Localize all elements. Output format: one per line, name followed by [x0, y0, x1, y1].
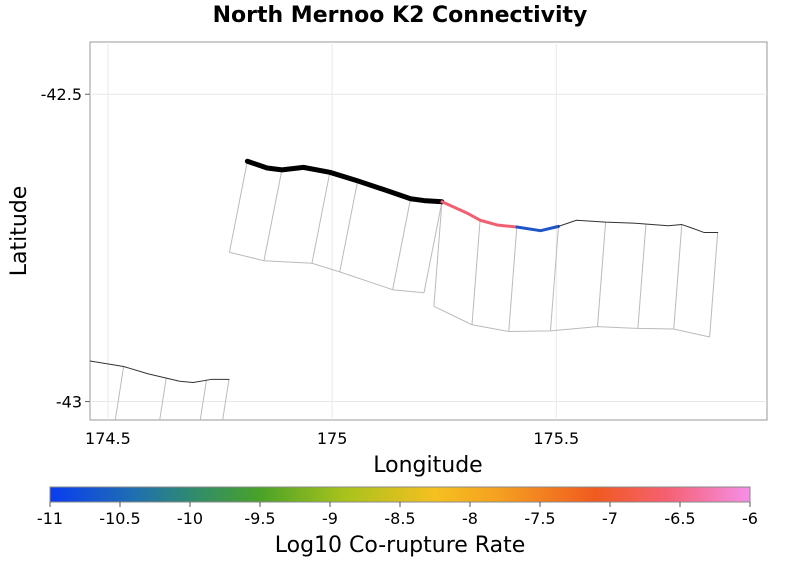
- cell-side-edge: [222, 379, 230, 420]
- fault-traces: [90, 158, 719, 384]
- colorbar-tick-label: -9: [322, 509, 338, 528]
- cell-side-edge: [709, 232, 719, 338]
- cell-bottom-edge: [229, 251, 425, 294]
- plot-area: [89, 41, 768, 421]
- y-tick-label: -43: [56, 393, 82, 412]
- cell-side-edge: [637, 223, 647, 329]
- cell-side-edge: [471, 220, 481, 325]
- cell-bottom-edge: [433, 305, 710, 338]
- cell-bottom-edge: [110, 453, 215, 466]
- cell-side-edge: [263, 169, 283, 261]
- cell-side-edge: [114, 366, 125, 420]
- colorbar-tick-label: -8: [462, 509, 478, 528]
- chart-title: North Mernoo K2 Connectivity: [213, 3, 588, 28]
- fault-trace-0: [244, 158, 445, 205]
- subsection-cells: [110, 161, 719, 466]
- colorbar-tick-label: -7: [602, 509, 618, 528]
- cell-side-edge: [339, 180, 359, 272]
- cell-side-edge: [228, 161, 248, 253]
- colorbar-tick-label: -9.5: [244, 509, 275, 528]
- y-tick-label: -42.5: [41, 85, 82, 104]
- colorbar-tick-label: -6.5: [664, 509, 695, 528]
- fault-trace-3: [558, 219, 719, 234]
- x-tick-label: 175.5: [533, 429, 579, 448]
- colorbar-tick-label: -11: [37, 509, 63, 528]
- y-axis-label: Latitude: [7, 186, 32, 277]
- colorbar: [49, 486, 751, 503]
- x-axis-ticks: 174.5 175 175.5: [85, 429, 579, 448]
- colorbar-tick-label: -8.5: [384, 509, 415, 528]
- colorbar-tick-label: -10: [177, 509, 203, 528]
- x-tick-label: 175: [317, 429, 348, 448]
- y-axis-ticks: -42.5 -43: [41, 85, 90, 412]
- colorbar-tick-label: -6: [742, 509, 758, 528]
- fault-trace-1: [440, 200, 519, 229]
- x-axis-label: Longitude: [373, 453, 482, 478]
- cell-side-edge: [597, 222, 607, 327]
- cell-side-edge: [549, 226, 560, 331]
- cell-side-edge: [199, 379, 208, 420]
- fault-trace-4: [90, 360, 230, 384]
- colorbar-label: Log10 Co-rupture Rate: [275, 533, 526, 558]
- x-tick-label: 174.5: [85, 429, 131, 448]
- cell-side-edge: [159, 378, 167, 420]
- cell-side-edge: [508, 226, 518, 332]
- cell-side-edge: [673, 224, 683, 330]
- colorbar-ticks: -11 -10.5 -10 -9.5 -9 -8.5 -8 -7.5 -7 -6.5 -6: [37, 502, 758, 528]
- colorbar-tick-label: -7.5: [524, 509, 555, 528]
- cell-side-edge: [423, 201, 443, 293]
- cell-side-edge: [392, 198, 412, 290]
- cell-side-edge: [433, 201, 443, 307]
- colorbar-tick-label: -10.5: [99, 509, 140, 528]
- cell-side-edge: [311, 172, 331, 264]
- fault-trace-2: [515, 224, 561, 233]
